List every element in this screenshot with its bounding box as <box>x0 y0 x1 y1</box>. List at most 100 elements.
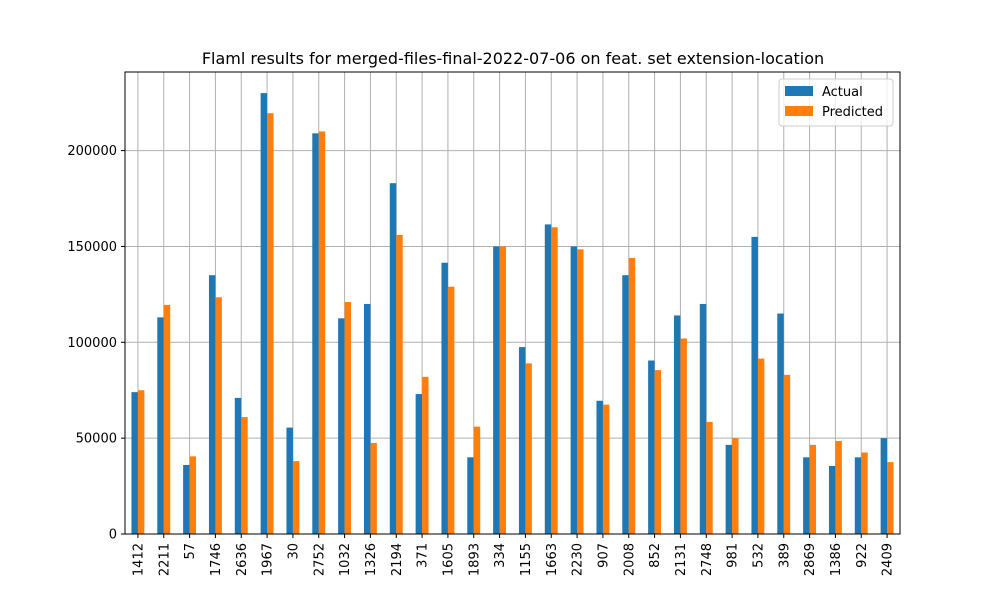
bar-actual-981 <box>725 444 733 534</box>
legend-swatch-predicted <box>785 106 813 116</box>
bar-actual-2194 <box>389 183 397 535</box>
bar-actual-1746 <box>208 275 216 534</box>
bar-actual-334 <box>493 246 500 535</box>
x-tick-label: 1605 <box>441 543 456 576</box>
x-tick-label: 1155 <box>519 543 534 576</box>
x-tick-label: 2131 <box>674 543 689 576</box>
bar-predicted-1155 <box>525 363 532 534</box>
y-tick-label: 50000 <box>76 432 117 447</box>
x-tick-label: 852 <box>648 543 663 568</box>
bar-actual-2409 <box>880 438 888 534</box>
x-tick-label: 57 <box>183 543 198 560</box>
bar-actual-2211 <box>157 317 164 534</box>
x-tick-label: 2409 <box>881 543 896 576</box>
bar-actual-922 <box>854 457 862 534</box>
bar-actual-1032 <box>338 318 345 534</box>
y-tick-label: 0 <box>109 528 117 543</box>
bar-predicted-532 <box>757 358 765 534</box>
legend-label-predicted: Predicted <box>822 105 883 120</box>
x-tick-label: 2211 <box>157 543 172 576</box>
bar-predicted-2636 <box>241 417 248 534</box>
bar-predicted-1663 <box>551 227 558 534</box>
bar-actual-389 <box>777 313 784 534</box>
x-tick-label: 30 <box>286 543 301 560</box>
legend-label-actual: Actual <box>822 85 863 100</box>
bar-predicted-1605 <box>447 286 455 534</box>
bar-actual-1326 <box>363 303 371 534</box>
chart-title: Flaml results for merged-files-final-202… <box>202 49 824 68</box>
x-tick-label: 2008 <box>622 543 637 576</box>
bar-actual-371 <box>415 394 423 534</box>
bar-actual-852 <box>648 360 655 534</box>
plot-frame <box>124 71 901 535</box>
bar-predicted-2748 <box>706 421 713 534</box>
x-axis: 1412 2211 57 1746 2636 1967 30 2752 1032 1326 2194… <box>131 534 896 576</box>
y-tick-label: 200000 <box>67 144 117 159</box>
bar-predicted-2230 <box>577 249 584 534</box>
y-tick-label: 150000 <box>67 240 117 255</box>
x-tick-label: 1412 <box>131 543 146 576</box>
bar-actual-1663 <box>544 224 552 534</box>
bar-actual-2636 <box>234 397 242 534</box>
bar-actual-57 <box>183 464 190 534</box>
bar-actual-1386 <box>828 465 836 534</box>
x-tick-label: 1663 <box>545 543 560 576</box>
bar-predicted-334 <box>499 246 507 535</box>
bar-predicted-2211 <box>163 304 171 534</box>
bar-actual-1967 <box>260 93 268 535</box>
bar-predicted-2194 <box>396 234 403 535</box>
bar-predicted-1746 <box>215 297 222 534</box>
bar-predicted-981 <box>732 438 739 534</box>
bar-actual-907 <box>596 400 603 534</box>
x-tick-label: 2752 <box>312 543 327 576</box>
bar-predicted-852 <box>654 370 662 534</box>
bar-predicted-1032 <box>344 302 352 534</box>
x-tick-label: 1032 <box>338 543 353 576</box>
legend: Actual Predicted <box>778 78 894 127</box>
bar-actual-2869 <box>803 457 810 534</box>
bar-actual-2008 <box>622 275 629 534</box>
bar-predicted-30 <box>292 461 300 534</box>
x-tick-label: 2230 <box>571 543 586 576</box>
bar-predicted-1893 <box>473 426 481 534</box>
bar-predicted-2409 <box>887 462 894 534</box>
legend-swatch-actual <box>785 86 813 96</box>
x-tick-label: 2636 <box>235 543 250 576</box>
x-tick-label: 922 <box>855 543 870 568</box>
x-tick-label: 981 <box>726 543 741 568</box>
x-tick-label: 334 <box>493 543 508 568</box>
bar-predicted-57 <box>189 456 197 534</box>
bar-predicted-1412 <box>137 390 145 534</box>
bar-actual-30 <box>286 427 293 534</box>
bar-actual-1893 <box>467 457 474 534</box>
x-tick-label: 907 <box>596 543 611 568</box>
bar-actual-1155 <box>518 347 526 534</box>
x-tick-label: 1386 <box>829 543 844 576</box>
x-tick-label: 1893 <box>467 543 482 576</box>
bar-predicted-1326 <box>370 442 377 534</box>
x-tick-label: 1326 <box>364 543 379 576</box>
bar-predicted-371 <box>422 376 429 534</box>
x-tick-label: 532 <box>751 543 766 568</box>
x-tick-label: 2748 <box>700 543 715 576</box>
bar-predicted-2131 <box>680 338 687 534</box>
x-tick-label: 2194 <box>390 543 405 576</box>
bar-predicted-2869 <box>809 444 817 534</box>
x-tick-label: 2869 <box>803 543 818 576</box>
bar-actual-1412 <box>131 392 138 534</box>
bar-actual-2131 <box>673 315 681 534</box>
bar-actual-532 <box>751 236 758 534</box>
bar-actual-2748 <box>699 303 707 534</box>
y-axis: 0 50000 100000 150000 200000 <box>67 144 125 543</box>
y-tick-label: 100000 <box>67 336 117 351</box>
bars <box>131 93 894 535</box>
bar-predicted-2008 <box>628 257 636 534</box>
bar-predicted-922 <box>861 452 868 534</box>
bar-actual-2230 <box>570 246 578 535</box>
x-tick-label: 371 <box>416 543 431 568</box>
bar-predicted-1967 <box>267 113 274 535</box>
bar-predicted-2752 <box>318 131 326 535</box>
x-tick-label: 1746 <box>209 543 224 576</box>
bar-predicted-389 <box>783 374 791 534</box>
